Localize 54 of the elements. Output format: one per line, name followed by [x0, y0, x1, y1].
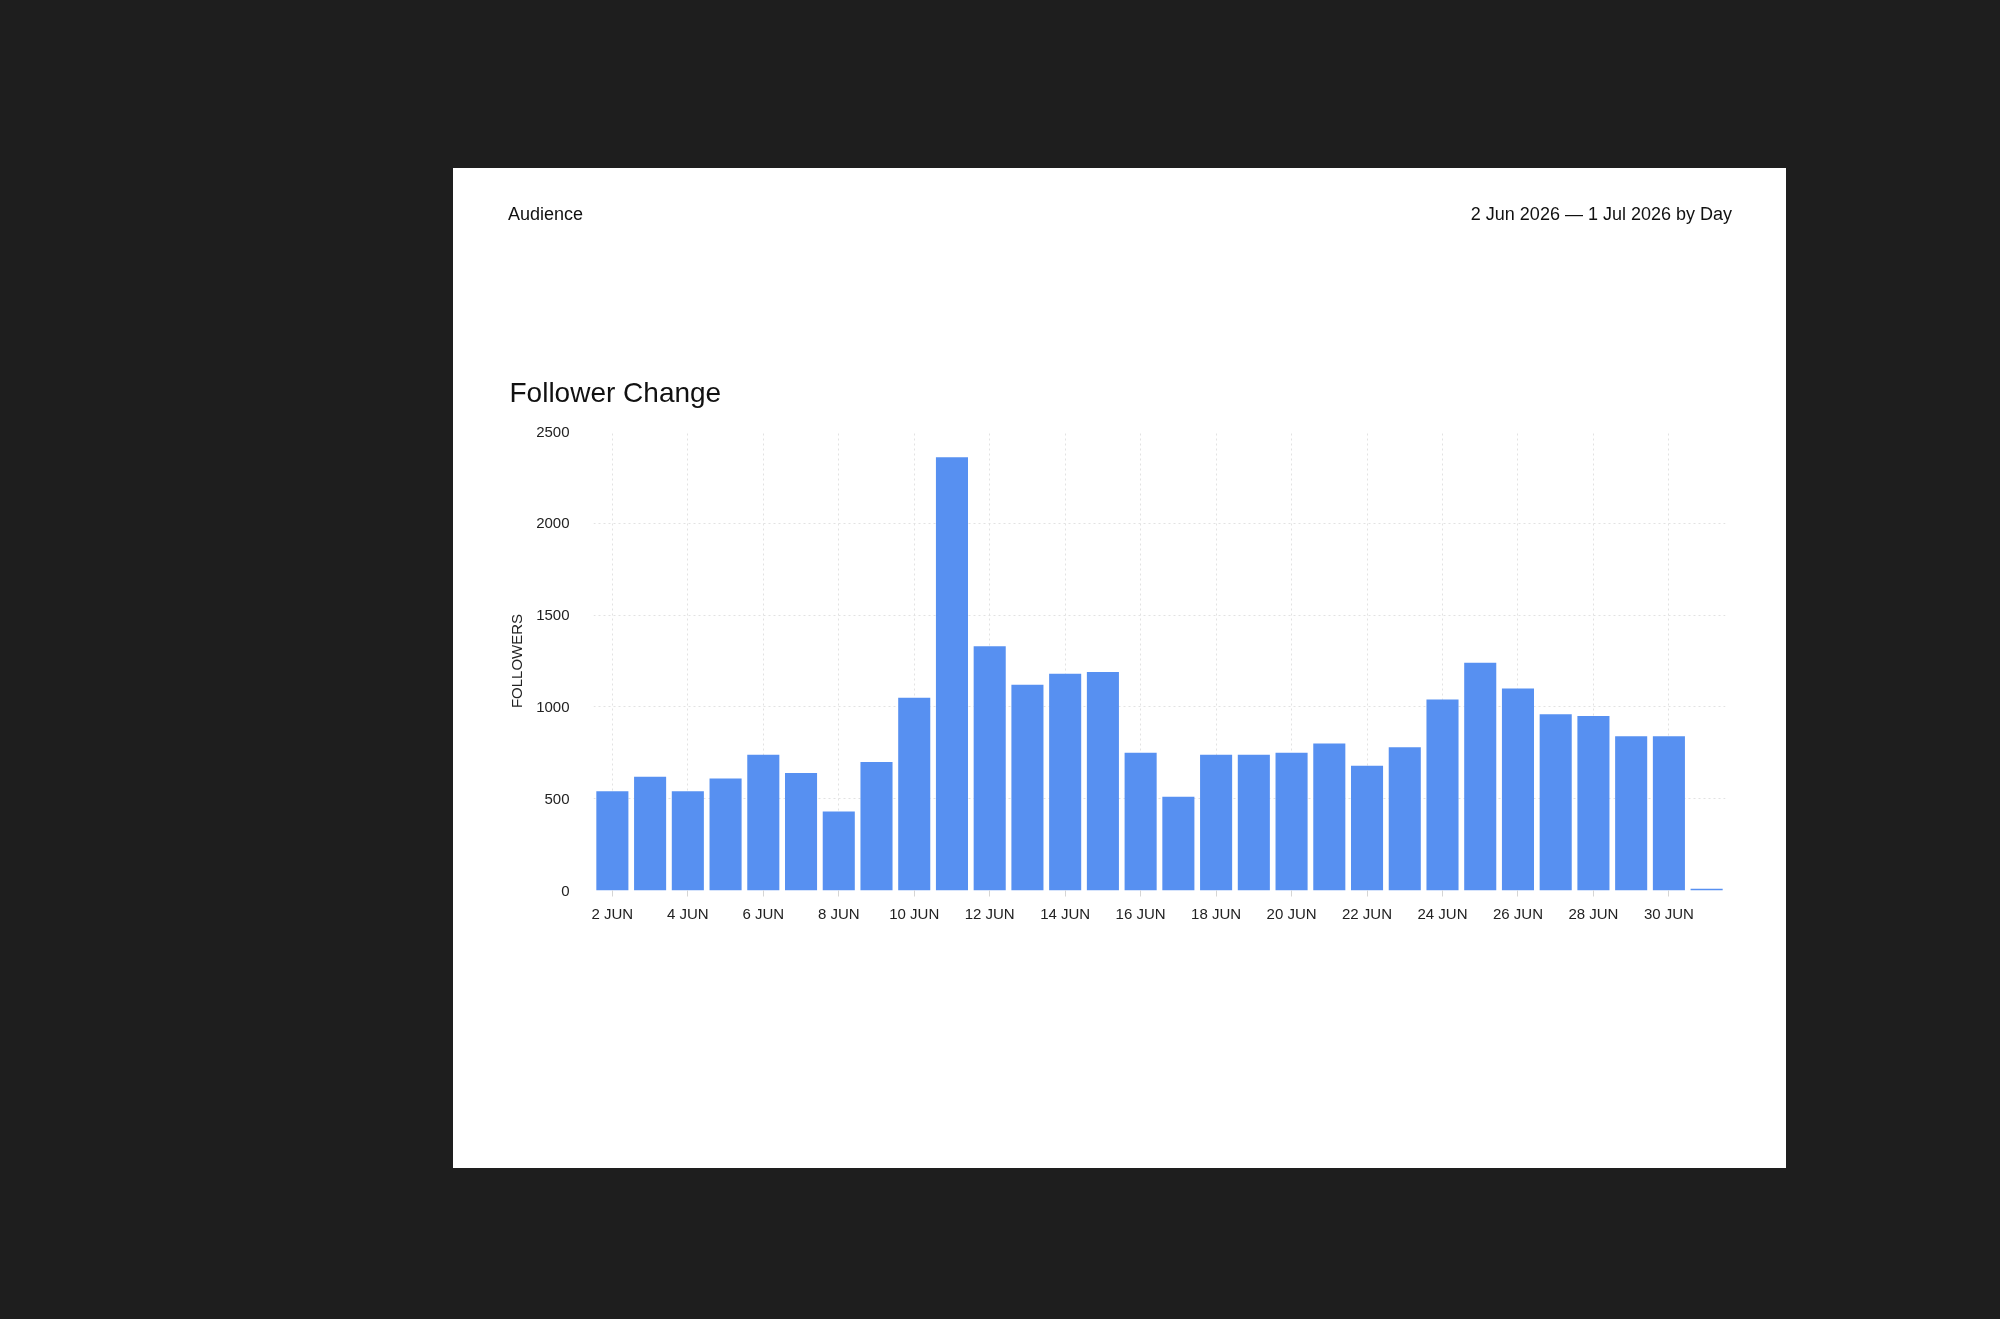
y-tick-label: 2500	[536, 422, 570, 440]
x-tick-label: 8 JUN	[817, 904, 860, 922]
bar	[1200, 754, 1233, 891]
bar	[898, 697, 931, 891]
x-tick-label: 2 JUN	[591, 904, 634, 922]
bar	[1426, 699, 1459, 891]
bar	[596, 791, 629, 891]
bar	[1011, 684, 1044, 891]
chart-title: Follower Change	[509, 377, 722, 408]
bar	[671, 791, 704, 891]
y-tick-label: 0	[561, 881, 570, 899]
bar	[822, 811, 855, 891]
bar	[785, 773, 818, 891]
bar	[1615, 736, 1648, 891]
bar	[709, 778, 742, 891]
x-tick-label: 16 JUN	[1115, 904, 1166, 922]
bar	[1275, 752, 1308, 891]
bar	[1086, 672, 1119, 891]
bar	[634, 776, 667, 891]
bar	[1501, 688, 1534, 891]
y-tick-label: 1000	[536, 697, 570, 715]
bar	[1539, 714, 1572, 891]
y-tick-label: 500	[544, 789, 570, 807]
bar	[860, 761, 893, 891]
x-tick-label: 14 JUN	[1040, 904, 1091, 922]
x-tick-label: 12 JUN	[964, 904, 1015, 922]
bar	[1237, 754, 1270, 891]
x-tick-label: 10 JUN	[889, 904, 940, 922]
bar	[1313, 743, 1346, 891]
x-tick-label: 22 JUN	[1342, 904, 1393, 922]
bar	[1464, 662, 1497, 891]
bar	[1124, 752, 1157, 891]
x-tick-label: 18 JUN	[1191, 904, 1242, 922]
text: 2 Jun 2026 — 1 Jul 2026 by Day	[1470, 203, 1732, 226]
y-axis-title: FOLLOWERS	[508, 613, 526, 709]
bar	[1388, 747, 1421, 891]
x-tick-label: 28 JUN	[1568, 904, 1619, 922]
bar	[1577, 716, 1610, 891]
x-tick-label: 26 JUN	[1492, 904, 1543, 922]
text: Audience	[508, 203, 584, 226]
x-tick-label: 20 JUN	[1266, 904, 1317, 922]
x-tick-label: 30 JUN	[1643, 904, 1694, 922]
bar	[935, 457, 968, 891]
bar	[973, 646, 1006, 891]
bar	[1652, 736, 1685, 891]
y-tick-label: 1500	[536, 606, 570, 624]
y-tick-label: 2000	[536, 514, 570, 532]
bar	[747, 754, 780, 891]
bar	[1162, 796, 1195, 891]
x-tick-label: 6 JUN	[742, 904, 785, 922]
x-tick-label: 24 JUN	[1417, 904, 1468, 922]
bar	[1049, 673, 1082, 891]
x-tick-label: 4 JUN	[667, 904, 709, 922]
bar	[1351, 765, 1384, 891]
